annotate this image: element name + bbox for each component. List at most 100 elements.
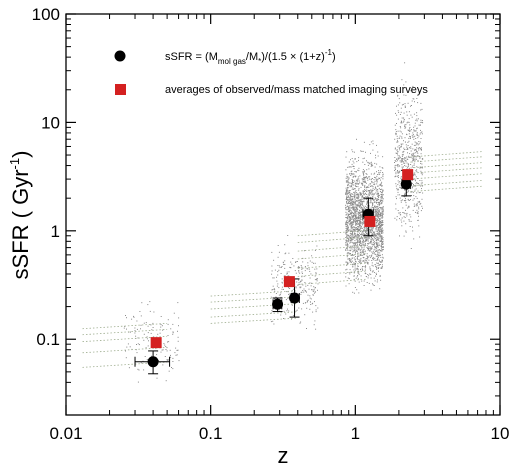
cloud-point [284, 264, 286, 265]
cloud-point [368, 282, 370, 284]
cloud-point [315, 272, 317, 274]
cloud-point [401, 133, 403, 135]
cloud-point [370, 173, 372, 175]
cloud-point [370, 230, 371, 232]
cloud-point [301, 266, 303, 268]
cloud-point [147, 345, 149, 347]
cloud-point [371, 246, 373, 248]
cloud-point [362, 196, 364, 198]
cloud-point [291, 318, 292, 320]
cloud-point [271, 251, 273, 253]
cloud-point [354, 232, 356, 234]
cloud-point [382, 206, 384, 208]
cloud-point [350, 171, 352, 173]
cloud-point [143, 333, 145, 335]
cloud-point [379, 234, 381, 236]
cloud-point [373, 234, 375, 235]
cloud-point [412, 175, 414, 177]
cloud-point [350, 255, 352, 256]
cloud-point [352, 251, 354, 253]
cloud-point [372, 199, 374, 201]
cloud-point [408, 140, 410, 142]
cloud-point [280, 273, 282, 274]
cloud-point [370, 239, 372, 241]
cloud-point [346, 191, 348, 193]
cloud-point [394, 165, 396, 167]
cloud-point [272, 285, 274, 287]
cloud-point [369, 198, 371, 200]
cloud-point [378, 212, 379, 214]
cloud-point [306, 268, 308, 270]
cloud-point [369, 228, 371, 230]
cloud-point [364, 209, 366, 210]
track-line [297, 236, 367, 243]
cloud-point [397, 141, 399, 143]
cloud-point [307, 301, 308, 303]
cloud-point [366, 176, 367, 178]
cloud-point [381, 254, 383, 256]
cloud-point [379, 252, 381, 254]
cloud-point [415, 156, 417, 158]
cloud-point [400, 177, 402, 179]
cloud-point [359, 244, 361, 246]
cloud-point [376, 236, 378, 238]
cloud-point [360, 259, 362, 261]
cloud-point [380, 224, 382, 226]
cloud-point [416, 182, 418, 184]
cloud-point [314, 320, 316, 322]
cloud-point [370, 201, 372, 203]
cloud-point [381, 214, 383, 216]
cloud-point [408, 147, 410, 149]
cloud-point [401, 136, 403, 138]
cloud-point [295, 272, 297, 274]
cloud-point [285, 252, 287, 254]
cloud-point [349, 173, 350, 175]
cloud-point [410, 146, 412, 148]
cloud-point [277, 283, 279, 285]
cloud-point [376, 244, 377, 246]
cloud-point [276, 285, 278, 287]
cloud-point [401, 161, 403, 163]
cloud-point [402, 153, 404, 155]
cloud-point [378, 215, 380, 217]
cloud-point [370, 235, 372, 237]
cloud-point [309, 297, 311, 299]
cloud-point [357, 223, 359, 225]
cloud-point [376, 199, 378, 201]
cloud-point [369, 178, 370, 180]
cloud-point [364, 184, 366, 186]
cloud-point [370, 268, 372, 270]
cloud-point [351, 222, 352, 224]
cloud-point [369, 192, 371, 193]
cloud-point [367, 196, 369, 198]
cloud-point [345, 198, 347, 200]
cloud-point [371, 238, 373, 240]
cloud-point [413, 206, 415, 207]
cloud-point [352, 217, 354, 219]
cloud-point [374, 183, 376, 185]
cloud-point [354, 258, 356, 260]
cloud-point [374, 257, 376, 259]
cloud-point [421, 163, 423, 165]
cloud-point [381, 249, 383, 251]
cloud-point [352, 204, 353, 205]
cloud-point [378, 228, 379, 230]
cloud-point [345, 206, 347, 208]
cloud-point [375, 219, 377, 221]
cloud-point [351, 230, 353, 232]
cloud-point [353, 272, 355, 274]
cloud-point [377, 246, 379, 248]
cloud-point [418, 147, 420, 148]
cloud-point [378, 209, 380, 211]
cloud-point [371, 271, 373, 273]
cloud-point [271, 289, 273, 291]
cloud-point [281, 288, 283, 290]
cloud-point [169, 349, 171, 351]
cloud-point [126, 317, 127, 319]
cloud-point [356, 208, 358, 210]
cloud-point [379, 264, 381, 265]
cloud-point [376, 246, 378, 248]
cloud-point [410, 105, 411, 107]
cloud-point [367, 277, 369, 279]
cloud-point [349, 242, 351, 244]
